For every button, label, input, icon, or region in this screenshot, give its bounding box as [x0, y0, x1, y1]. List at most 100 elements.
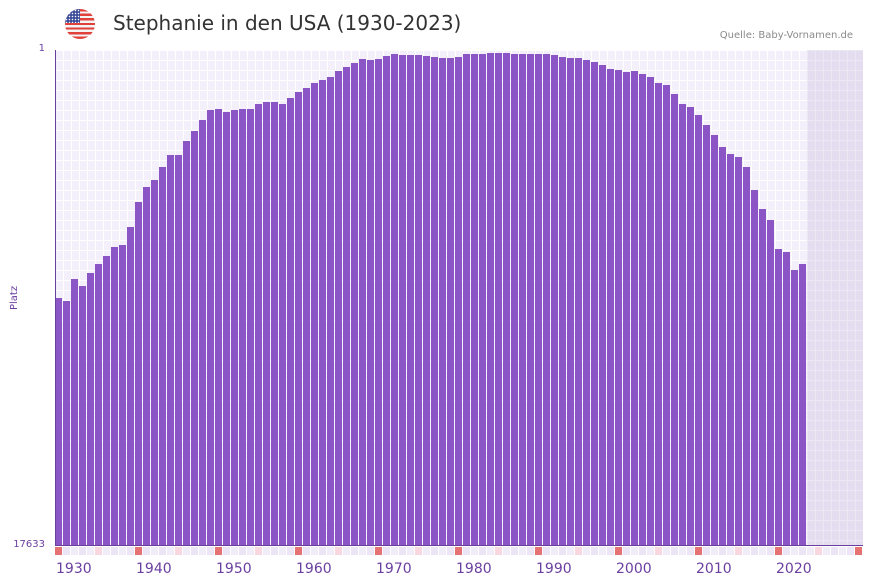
bar-1949[interactable] [207, 110, 214, 545]
bar-1958[interactable] [279, 103, 286, 545]
bar-2006[interactable] [663, 85, 670, 545]
year-marker [127, 547, 134, 555]
bar-1966[interactable] [343, 67, 350, 545]
bar-1982[interactable] [471, 53, 478, 545]
bar-2019[interactable] [767, 220, 774, 545]
bar-2003[interactable] [639, 73, 646, 545]
bar-1945[interactable] [175, 155, 182, 545]
bar-1986[interactable] [503, 52, 510, 545]
bar-1951[interactable] [223, 111, 230, 545]
bar-1981[interactable] [463, 53, 470, 545]
year-marker [455, 547, 462, 555]
bar-1994[interactable] [567, 58, 574, 545]
bar-1996[interactable] [583, 60, 590, 545]
source-link[interactable]: Quelle: Baby-Vornamen.de [719, 30, 853, 41]
bar-2018[interactable] [759, 208, 766, 545]
bar-1964[interactable] [327, 76, 334, 545]
bar-2010[interactable] [695, 114, 702, 545]
bar-2005[interactable] [655, 82, 662, 545]
bar-1934[interactable] [87, 273, 94, 545]
bar-2012[interactable] [711, 135, 718, 545]
bar-1993[interactable] [559, 57, 566, 545]
bar-1990[interactable] [535, 53, 542, 545]
bar-1953[interactable] [239, 108, 246, 545]
bar-2007[interactable] [671, 94, 678, 545]
bar-1971[interactable] [383, 56, 390, 545]
bar-1985[interactable] [495, 52, 502, 545]
bar-1946[interactable] [183, 140, 190, 545]
bar-1984[interactable] [487, 52, 494, 545]
bar-1956[interactable] [263, 102, 270, 545]
bar-1969[interactable] [367, 60, 374, 545]
bar-1974[interactable] [407, 54, 414, 545]
x-axis-label-1980: 1980 [456, 561, 492, 577]
year-marker [503, 547, 510, 555]
bar-1970[interactable] [375, 59, 382, 545]
bar-1957[interactable] [271, 102, 278, 545]
bar-1959[interactable] [287, 98, 294, 545]
year-marker [407, 547, 414, 555]
bar-2023[interactable] [799, 264, 806, 545]
bar-2008[interactable] [679, 103, 686, 545]
bar-2020[interactable] [775, 249, 782, 545]
bar-2011[interactable] [703, 125, 710, 545]
bar-1954[interactable] [247, 108, 254, 545]
bar-2000[interactable] [615, 69, 622, 545]
bar-1952[interactable] [231, 110, 238, 545]
bar-1975[interactable] [415, 54, 422, 545]
bar-1979[interactable] [447, 58, 454, 545]
bar-2004[interactable] [647, 76, 654, 545]
bar-2015[interactable] [735, 156, 742, 545]
bar-1935[interactable] [95, 264, 102, 545]
bar-1937[interactable] [111, 247, 118, 545]
bar-1938[interactable] [119, 244, 126, 545]
bar-2014[interactable] [727, 154, 734, 545]
bar-1999[interactable] [607, 68, 614, 545]
bar-1992[interactable] [551, 54, 558, 545]
bar-1961[interactable] [303, 87, 310, 545]
bar-1948[interactable] [199, 120, 206, 545]
bar-1989[interactable] [527, 53, 534, 545]
bar-1995[interactable] [575, 58, 582, 545]
bar-2021[interactable] [783, 251, 790, 545]
bar-1960[interactable] [295, 92, 302, 545]
bar-1987[interactable] [511, 53, 518, 545]
bar-1943[interactable] [159, 166, 166, 545]
bar-1942[interactable] [151, 179, 158, 545]
bar-2001[interactable] [623, 71, 630, 545]
bar-1939[interactable] [127, 227, 134, 545]
bar-1980[interactable] [455, 57, 462, 545]
bar-2022[interactable] [791, 269, 798, 545]
bar-1991[interactable] [543, 53, 550, 545]
bar-1933[interactable] [79, 286, 86, 545]
bar-1977[interactable] [431, 57, 438, 545]
bar-1944[interactable] [167, 155, 174, 545]
bar-1965[interactable] [335, 70, 342, 545]
bar-1968[interactable] [359, 59, 366, 545]
bar-1932[interactable] [71, 278, 78, 545]
bar-1936[interactable] [103, 255, 110, 545]
bar-1983[interactable] [479, 53, 486, 545]
bar-1931[interactable] [63, 300, 70, 545]
bar-1950[interactable] [215, 108, 222, 545]
bar-2017[interactable] [751, 190, 758, 545]
bar-2002[interactable] [631, 70, 638, 545]
bar-2009[interactable] [687, 107, 694, 545]
bar-1941[interactable] [143, 187, 150, 545]
bar-1973[interactable] [399, 54, 406, 545]
bar-1972[interactable] [391, 53, 398, 545]
bar-1930[interactable] [55, 297, 62, 545]
bar-1998[interactable] [599, 64, 606, 545]
bar-1962[interactable] [311, 82, 318, 545]
bar-1988[interactable] [519, 53, 526, 545]
bar-1963[interactable] [319, 79, 326, 545]
bar-1955[interactable] [255, 103, 262, 545]
bar-1976[interactable] [423, 56, 430, 545]
bar-1940[interactable] [135, 201, 142, 545]
bar-2016[interactable] [743, 166, 750, 545]
bar-1967[interactable] [351, 63, 358, 545]
bar-1997[interactable] [591, 62, 598, 545]
bar-2013[interactable] [719, 147, 726, 545]
bar-1978[interactable] [439, 58, 446, 545]
bar-1947[interactable] [191, 131, 198, 545]
